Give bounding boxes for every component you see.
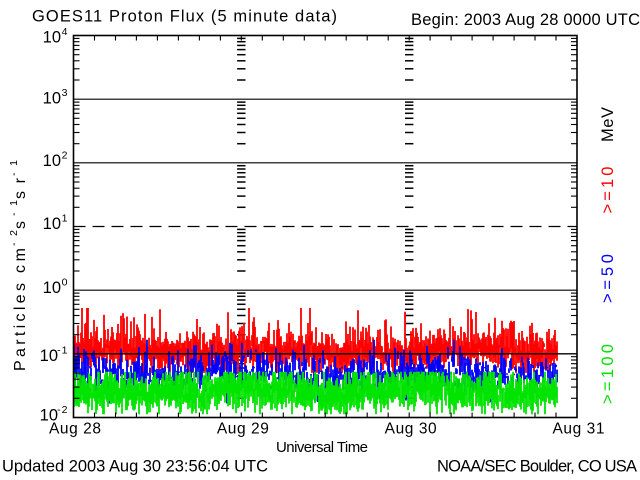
svg-text:GOES11 Proton Flux (5 minute d: GOES11 Proton Flux (5 minute data) xyxy=(32,8,337,26)
svg-text:s: s xyxy=(12,221,29,229)
svg-text:Particles: Particles xyxy=(12,283,29,371)
svg-text:0: 0 xyxy=(62,277,69,289)
svg-text:10: 10 xyxy=(40,347,58,365)
svg-text:2: 2 xyxy=(62,150,69,162)
svg-text:NOAA/SEC Boulder, CO USA: NOAA/SEC Boulder, CO USA xyxy=(437,458,637,476)
svg-text:Begin: 2003 Aug 28 0000 UTC: Begin: 2003 Aug 28 0000 UTC xyxy=(411,11,640,29)
svg-text:1: 1 xyxy=(62,213,69,225)
svg-text:>=100: >=100 xyxy=(599,344,617,404)
svg-text:10: 10 xyxy=(40,407,58,425)
svg-text:Aug 28: Aug 28 xyxy=(49,421,101,438)
svg-text:Universal Time: Universal Time xyxy=(276,439,368,456)
svg-text:10: 10 xyxy=(43,90,61,108)
svg-text:Aug 29: Aug 29 xyxy=(217,421,269,438)
svg-text:MeV: MeV xyxy=(599,107,617,142)
svg-text:10: 10 xyxy=(43,29,61,47)
svg-text:-2: -2 xyxy=(57,404,68,416)
svg-text:Aug 30: Aug 30 xyxy=(385,421,437,438)
svg-text:10: 10 xyxy=(43,152,61,170)
svg-text:10: 10 xyxy=(43,279,61,297)
svg-text:Aug 31: Aug 31 xyxy=(553,421,605,438)
svg-text:-1: -1 xyxy=(57,345,68,357)
svg-text:4: 4 xyxy=(62,26,69,38)
svg-text:10: 10 xyxy=(43,215,61,233)
svg-text:3: 3 xyxy=(62,87,69,99)
svg-text:Updated 2003 Aug 30 23:56:04 U: Updated 2003 Aug 30 23:56:04 UTC xyxy=(2,458,268,476)
svg-text:cm: cm xyxy=(12,248,29,273)
